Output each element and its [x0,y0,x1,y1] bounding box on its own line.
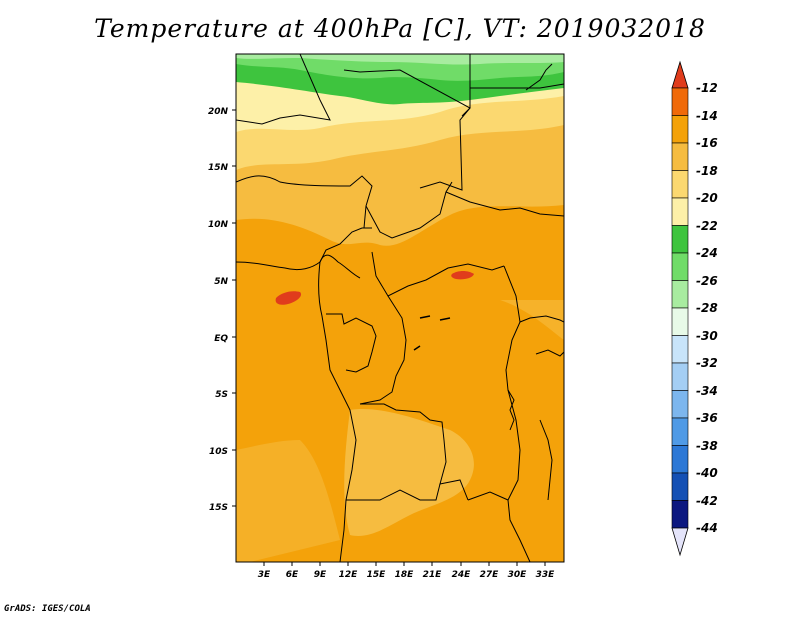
lon-label: 9E [314,570,327,580]
colorbar-label: -34 [696,384,718,398]
colorbar-label: -40 [696,466,718,480]
field-band-28 [236,54,564,65]
colorbar-label: -16 [696,136,718,150]
colorbar-label: -42 [696,494,718,508]
lon-label: 33E [536,570,556,580]
lat-label: EQ [214,334,228,344]
lon-label: 30E [508,570,528,580]
colorbar-bottom-arrow [671,527,689,557]
lon-label: 3E [258,570,271,580]
colorbar-label: -26 [696,274,718,288]
border-niger-mali [236,54,331,125]
border-egypt-sudan-22 [470,83,564,89]
border-sudan-south [445,191,564,217]
latitude-axis: 20N 15N 10N 5N EQ 5S 10S 15S [208,107,236,513]
colorbar-swatch [671,335,689,364]
colorbar-swatch [671,362,689,391]
colorbar-swatch [671,142,689,171]
colorbar-swatch [671,87,689,116]
field-warm-patch-west [275,291,302,305]
lat-label: 5S [215,390,228,400]
temperature-field [236,54,564,562]
longitude-axis: 3E 6E 9E 12E 15E 18E 21E 24E 27E 30E 33E [258,562,555,580]
colorbar-swatch [671,115,689,144]
colorbar-swatch [671,280,689,309]
lakes-congo-basin [413,315,451,351]
colorbar-label: -44 [696,521,718,535]
border-uganda-kenya [519,315,564,323]
colorbar-label: -22 [696,219,718,233]
colorbar: -12 -14 -16 -18 -20 -22 -24 -26 -28 -30 … [671,60,718,557]
border-car-south [371,251,505,297]
colorbar-label: -12 [696,81,718,95]
coastline-west-central [318,261,357,562]
colorbar-top-arrow [671,60,689,89]
lat-label: 10S [209,447,228,457]
lon-label: 18E [395,570,415,580]
colorbar-swatch [671,417,689,446]
lon-label: 6E [286,570,299,580]
field-warm-patch-central [451,271,474,280]
colorbar-swatch [671,170,689,199]
border-chad-libya [343,69,471,191]
lon-label: 21E [423,570,443,580]
field-band-south-central [344,409,474,536]
colorbar-swatch [671,225,689,254]
lat-label: 15N [208,163,229,173]
field-band-east [500,300,564,340]
colorbar-label: -38 [696,439,718,453]
border-zambia [467,491,509,501]
lake-tanganyika [507,389,515,431]
country-boundaries [236,54,564,562]
colorbar-swatch [671,472,689,501]
colorbar-label: -32 [696,356,718,370]
field-band-southwest [236,440,340,562]
lat-label: 10N [208,220,229,230]
colorbar-label: -28 [696,301,718,315]
lake-victoria [535,349,564,357]
border-niger-nigeria [236,175,373,229]
colorbar-label: -36 [696,411,718,425]
colorbar-label: -14 [696,109,718,123]
border-gabon-congo [326,313,377,373]
colorbar-label: -24 [696,246,718,260]
colorbar-swatch [671,500,689,529]
colorbar-swatch [671,197,689,226]
map-frame [235,53,565,563]
lon-label: 24E [452,570,472,580]
chart-title: Temperature at 400hPa [C], VT: 201903201… [94,14,706,43]
lake-malawi [539,419,553,501]
border-congo-drc [359,295,407,405]
border-egypt-sudan [461,54,471,117]
colorbar-swatch [671,390,689,419]
border-nigeria-cameroon [319,227,372,263]
lat-label: 15S [209,503,228,513]
colorbar-swatch [671,252,689,281]
border-angola-namibia [346,483,441,501]
lon-label: 12E [339,570,359,580]
colorbar-swatch [671,445,689,474]
lat-label: 20N [208,107,229,117]
coast-red-sea [525,63,553,91]
colorbar-label: -18 [696,164,718,178]
grads-credit: GrADS: IGES/COLA [4,604,91,614]
colorbar-swatch [671,307,689,336]
colorbar-label: -20 [696,191,718,205]
lon-label: 15E [367,570,387,580]
colorbar-label: -30 [696,329,718,343]
lon-label: 27E [480,570,500,580]
border-drc-angola [360,403,469,501]
lat-label: 5N [214,277,228,287]
